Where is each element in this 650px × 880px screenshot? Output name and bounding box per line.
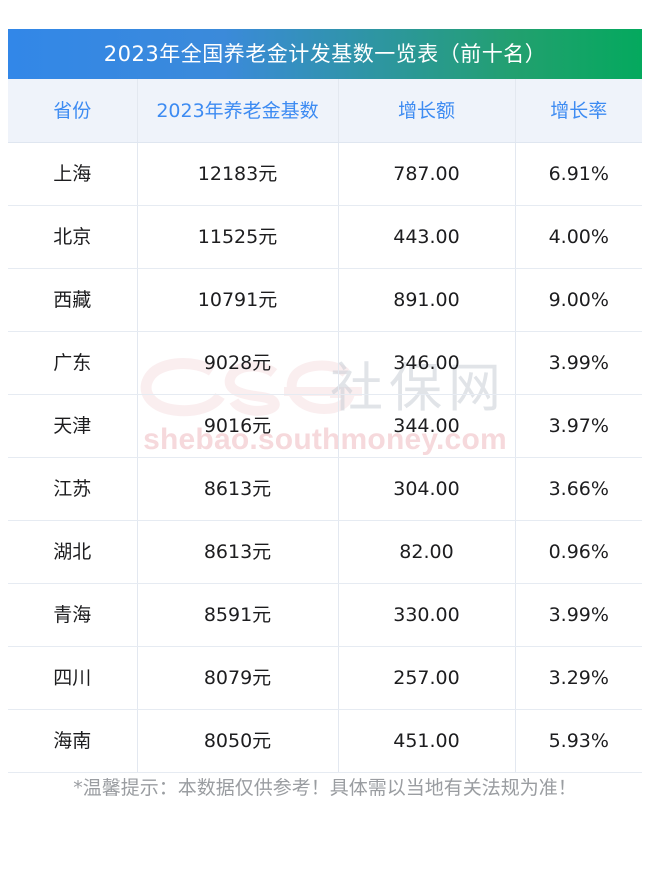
table-row: 上海 12183元 787.00 6.91% xyxy=(8,142,642,206)
table-row: 四川 8079元 257.00 3.29% xyxy=(8,646,642,710)
cell-growth-amount: 346.00 xyxy=(338,331,516,395)
cell-province: 广东 xyxy=(8,331,138,395)
cell-growth-rate: 3.99% xyxy=(515,583,642,647)
column-header-base: 2023年养老金基数 xyxy=(137,79,339,143)
cell-growth-rate: 6.91% xyxy=(515,142,642,206)
cell-growth-rate: 3.29% xyxy=(515,646,642,710)
cell-growth-amount: 257.00 xyxy=(338,646,516,710)
cell-growth-rate: 5.93% xyxy=(515,709,642,773)
cell-growth-rate: 3.99% xyxy=(515,331,642,395)
cell-base: 8591元 xyxy=(137,583,339,647)
cell-base: 8079元 xyxy=(137,646,339,710)
cell-growth-amount: 451.00 xyxy=(338,709,516,773)
cell-province: 海南 xyxy=(8,709,138,773)
cell-growth-amount: 82.00 xyxy=(338,520,516,584)
cell-base: 9028元 xyxy=(137,331,339,395)
title-bar: 2023年全国养老金计发基数一览表（前十名） xyxy=(8,29,642,79)
table-body: 上海 12183元 787.00 6.91% 北京 11525元 443.00 … xyxy=(8,142,642,773)
cell-growth-amount: 443.00 xyxy=(338,205,516,269)
cell-province: 青海 xyxy=(8,583,138,647)
table-row: 江苏 8613元 304.00 3.66% xyxy=(8,457,642,521)
cell-base: 11525元 xyxy=(137,205,339,269)
table-row: 西藏 10791元 891.00 9.00% xyxy=(8,268,642,332)
cell-base: 8613元 xyxy=(137,457,339,521)
cell-base: 12183元 xyxy=(137,142,339,206)
cell-growth-rate: 0.96% xyxy=(515,520,642,584)
cell-growth-rate: 3.97% xyxy=(515,394,642,458)
cell-growth-amount: 344.00 xyxy=(338,394,516,458)
cell-province: 江苏 xyxy=(8,457,138,521)
cell-growth-amount: 304.00 xyxy=(338,457,516,521)
cell-growth-amount: 330.00 xyxy=(338,583,516,647)
cell-province: 天津 xyxy=(8,394,138,458)
footer-note: *温馨提示：本数据仅供参考！具体需以当地有关法规为准！ xyxy=(73,777,577,799)
cell-growth-amount: 891.00 xyxy=(338,268,516,332)
cell-province: 四川 xyxy=(8,646,138,710)
cell-growth-rate: 3.66% xyxy=(515,457,642,521)
table-row: 广东 9028元 346.00 3.99% xyxy=(8,331,642,395)
table-row: 青海 8591元 330.00 3.99% xyxy=(8,583,642,647)
table-row: 湖北 8613元 82.00 0.96% xyxy=(8,520,642,584)
column-header-growth-rate: 增长率 xyxy=(515,79,642,143)
cell-growth-rate: 9.00% xyxy=(515,268,642,332)
table-header-row: 省份 2023年养老金基数 增长额 增长率 xyxy=(8,79,642,143)
column-header-province: 省份 xyxy=(8,79,138,143)
cell-province: 北京 xyxy=(8,205,138,269)
table-row: 天津 9016元 344.00 3.97% xyxy=(8,394,642,458)
cell-growth-amount: 787.00 xyxy=(338,142,516,206)
column-header-growth-amount: 增长额 xyxy=(338,79,516,143)
table-row: 北京 11525元 443.00 4.00% xyxy=(8,205,642,269)
pension-data-table: 省份 2023年养老金基数 增长额 增长率 上海 12183元 787.00 6… xyxy=(8,79,642,773)
cell-base: 8613元 xyxy=(137,520,339,584)
cell-base: 9016元 xyxy=(137,394,339,458)
cell-growth-rate: 4.00% xyxy=(515,205,642,269)
cell-province: 西藏 xyxy=(8,268,138,332)
table-row: 海南 8050元 451.00 5.93% xyxy=(8,709,642,773)
cell-province: 湖北 xyxy=(8,520,138,584)
cell-province: 上海 xyxy=(8,142,138,206)
cell-base: 10791元 xyxy=(137,268,339,332)
table-header: 省份 2023年养老金基数 增长额 增长率 xyxy=(8,79,642,143)
page-title: 2023年全国养老金计发基数一览表（前十名） xyxy=(103,42,547,66)
cell-base: 8050元 xyxy=(137,709,339,773)
